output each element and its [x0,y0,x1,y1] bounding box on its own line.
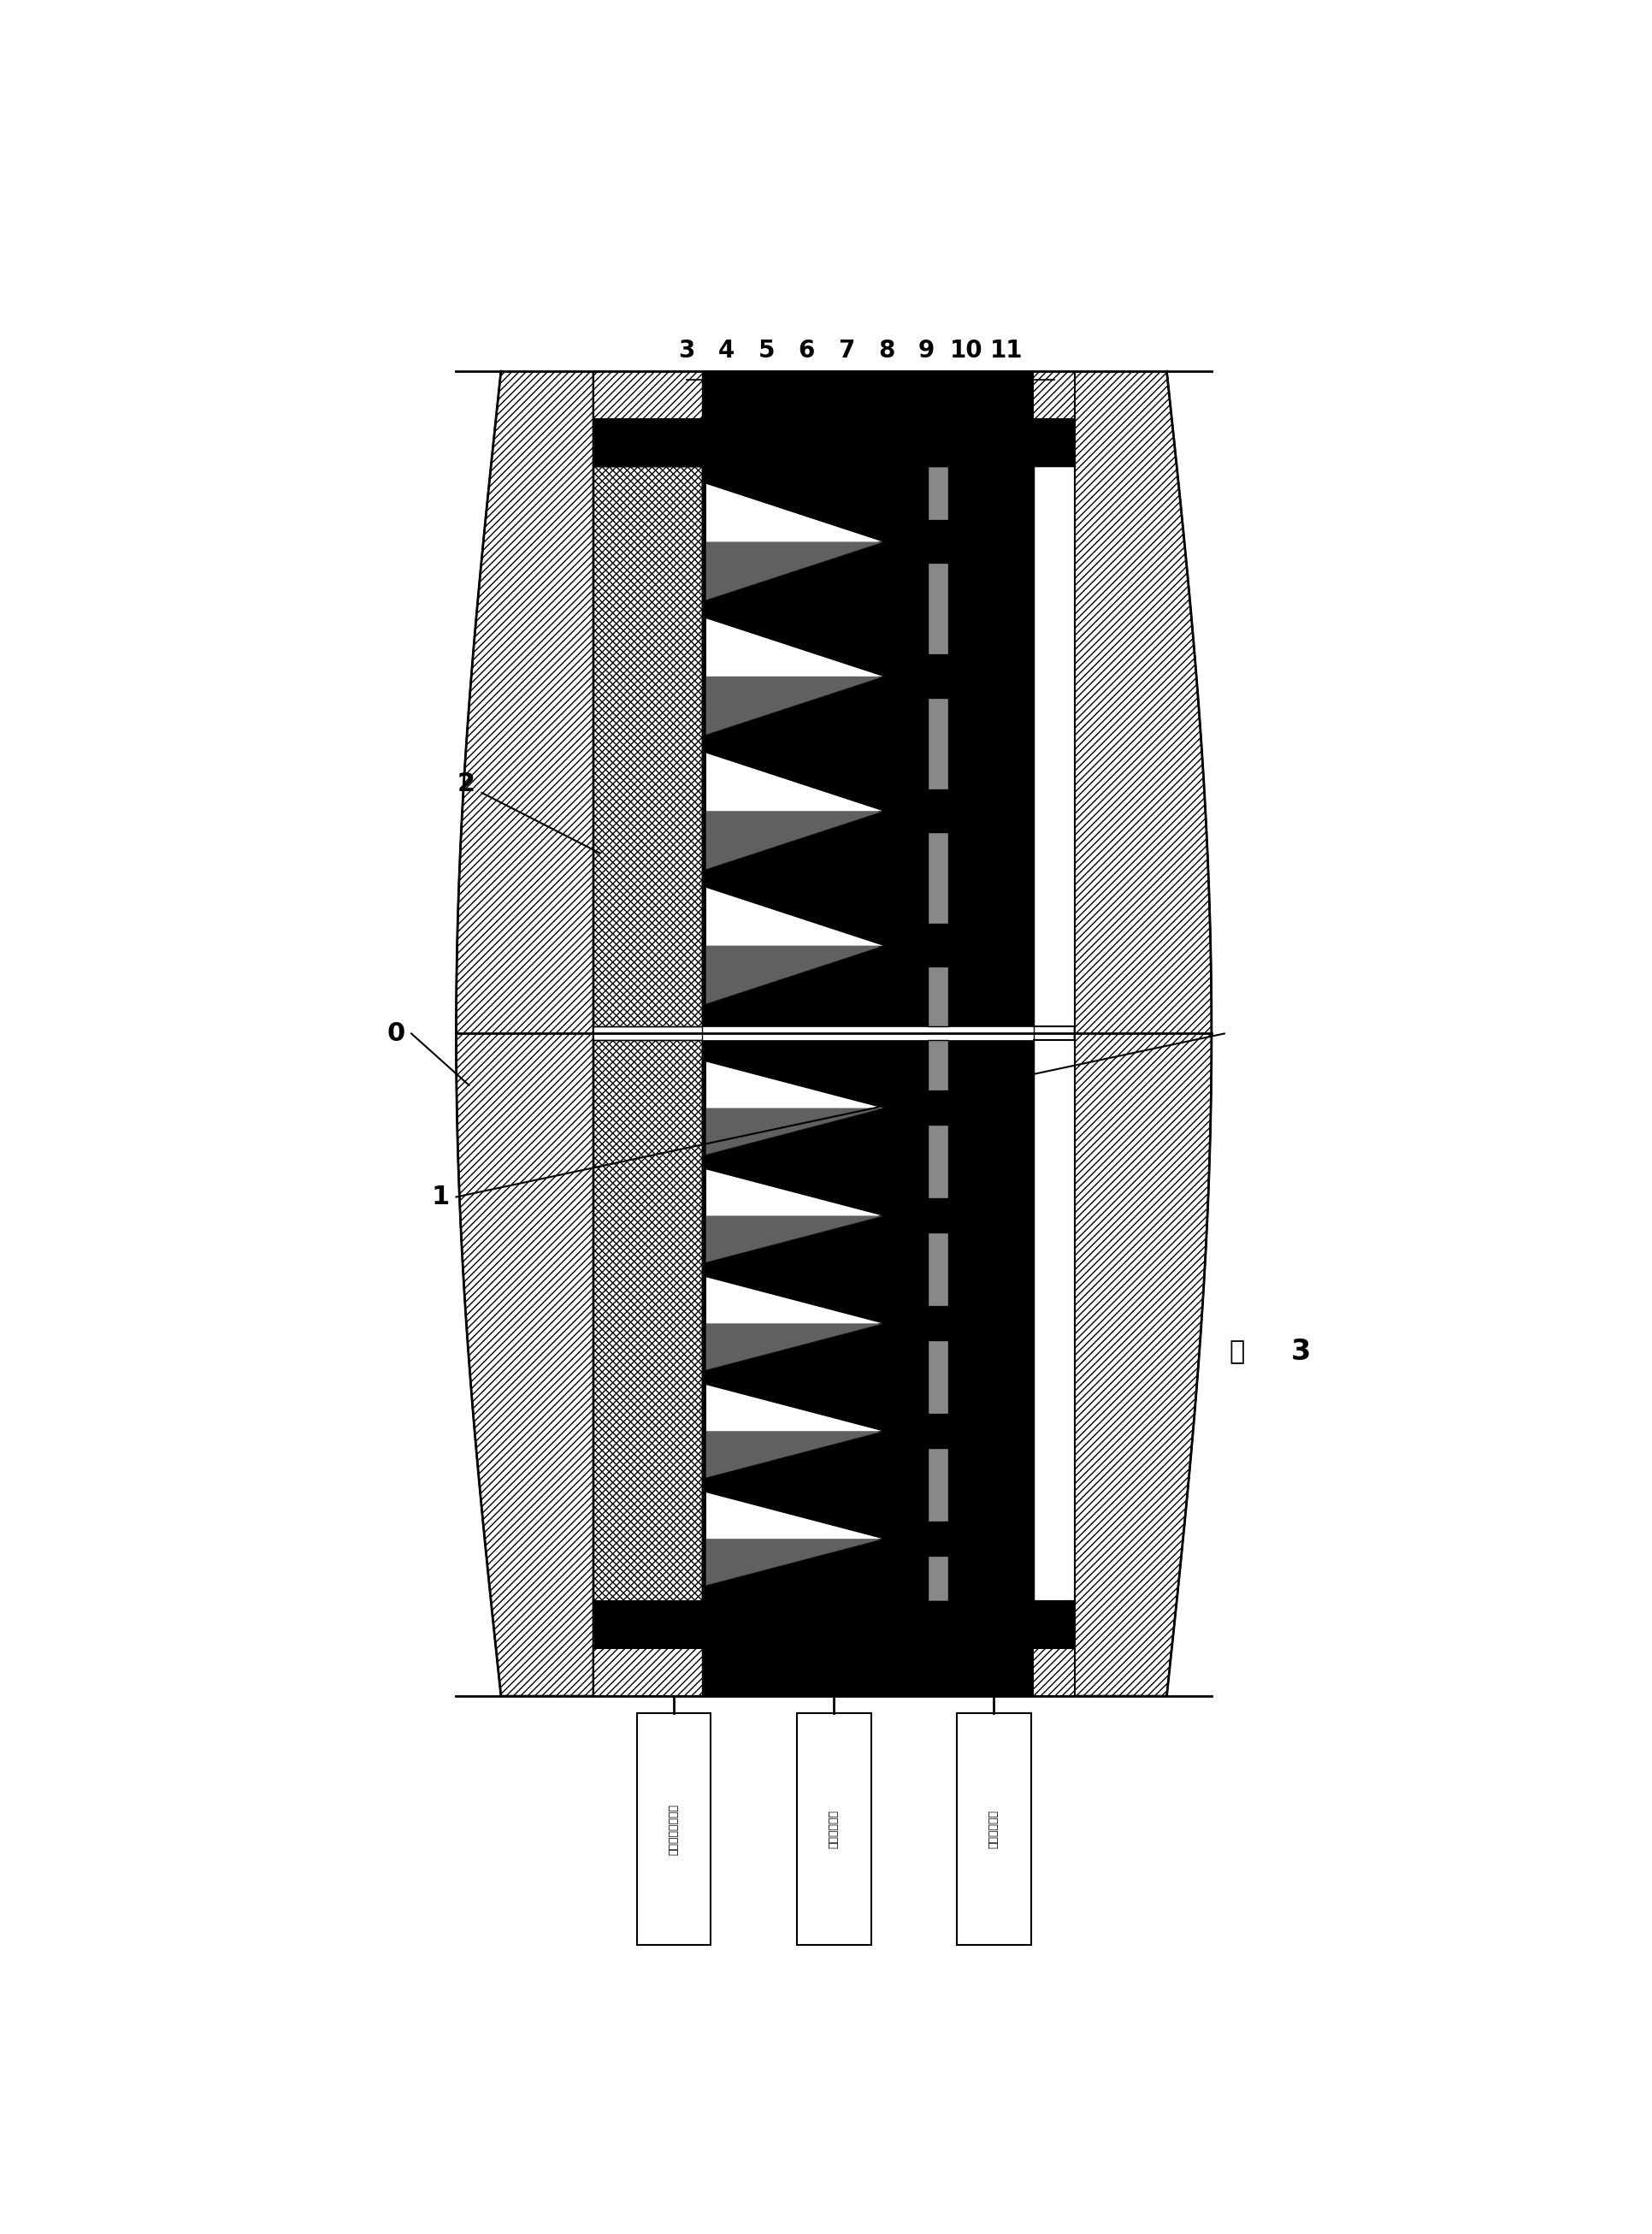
Bar [636,1713,710,1946]
Bar [927,789,950,833]
Polygon shape [705,619,884,735]
Bar [593,467,702,1028]
Bar [927,521,950,563]
Text: 10: 10 [950,340,983,362]
Bar [593,1602,1074,1696]
Text: 2: 2 [458,771,476,798]
Text: 4: 4 [719,340,735,362]
Text: 8: 8 [879,340,895,362]
Text: 尴极控制电源: 尴极控制电源 [828,1810,839,1848]
Polygon shape [705,1432,884,1479]
Bar [593,1602,1074,1649]
Text: 3: 3 [679,340,695,362]
Bar [593,418,1074,467]
Text: 11: 11 [990,340,1023,362]
Text: 7: 7 [838,340,856,362]
Polygon shape [705,543,884,601]
Polygon shape [456,371,593,1696]
Bar [927,1090,950,1126]
Text: 浸发射极控制电源: 浸发射极控制电源 [669,1803,679,1854]
Bar [1034,467,1074,1028]
Text: 6: 6 [798,340,814,362]
Polygon shape [705,1061,884,1155]
Bar [927,655,950,699]
Text: 5: 5 [758,340,775,362]
Bar [927,1414,950,1448]
Polygon shape [705,1323,884,1369]
Bar [927,467,948,1028]
Bar [593,1041,702,1602]
Bar [927,1307,950,1340]
Polygon shape [705,1276,884,1369]
Bar [957,1713,1031,1946]
Text: 阳极控制电源: 阳极控制电源 [988,1810,999,1848]
Polygon shape [705,1168,884,1262]
Polygon shape [705,677,884,735]
Bar [927,1197,950,1233]
Polygon shape [705,945,884,1003]
Polygon shape [1074,371,1211,1696]
Bar [702,1041,1034,1602]
Polygon shape [705,1108,884,1155]
Polygon shape [705,1492,884,1586]
Text: 0: 0 [387,1021,405,1046]
Polygon shape [705,1539,884,1586]
Text: 3: 3 [1292,1338,1312,1365]
Bar [593,467,702,1028]
Bar [593,371,1074,467]
Polygon shape [705,887,884,1003]
Bar [702,1602,1034,1696]
Text: 图: 图 [1229,1340,1246,1365]
Bar [593,1041,702,1602]
Text: 1: 1 [431,1184,449,1209]
Bar [927,1041,948,1602]
Polygon shape [705,753,884,869]
Polygon shape [705,1215,884,1262]
Bar [927,923,950,967]
Bar [702,467,1034,1028]
Polygon shape [705,1385,884,1479]
Bar [1034,1041,1074,1602]
Bar [702,371,1034,467]
Polygon shape [705,811,884,869]
Text: 9: 9 [919,340,935,362]
Bar [796,1713,871,1946]
Polygon shape [705,483,884,601]
Bar [927,1521,950,1557]
